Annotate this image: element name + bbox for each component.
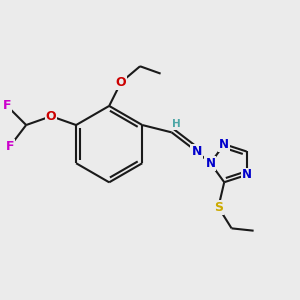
Text: N: N — [206, 157, 215, 170]
Text: H: H — [172, 119, 180, 129]
Text: S: S — [214, 201, 223, 214]
Text: N: N — [242, 169, 252, 182]
Text: O: O — [46, 110, 56, 123]
Text: F: F — [3, 99, 11, 112]
Text: F: F — [6, 140, 14, 153]
Text: O: O — [116, 76, 126, 89]
Text: N: N — [191, 145, 202, 158]
Text: N: N — [219, 138, 229, 151]
